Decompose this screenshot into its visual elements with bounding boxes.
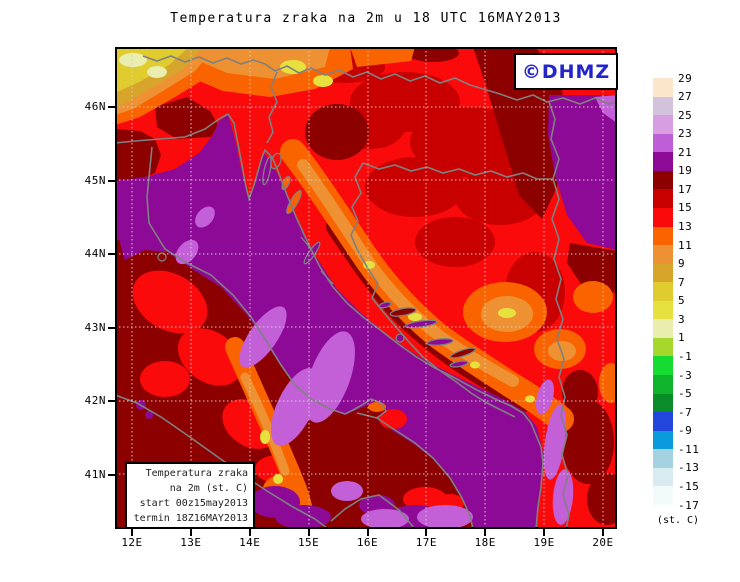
lat-tick bbox=[108, 106, 115, 108]
colorbar-tick-label: 27 bbox=[678, 90, 693, 104]
colorbar-tick-label: 17 bbox=[678, 182, 693, 196]
colorbar-tick-label: 29 bbox=[678, 71, 693, 85]
colorbar-tick-label: 1 bbox=[678, 331, 686, 345]
map-frame bbox=[115, 47, 617, 529]
lon-tick-label: 14E bbox=[239, 536, 261, 549]
colorbar-tick-label: -15 bbox=[678, 479, 700, 493]
lon-tick-label: 16E bbox=[356, 536, 379, 549]
lon-tick bbox=[131, 529, 133, 536]
colorbar-tick-label: 3 bbox=[678, 312, 686, 326]
colorbar-swatch bbox=[653, 226, 673, 246]
lon-tick-label: 12E bbox=[121, 536, 143, 549]
colorbar-tick-label: 23 bbox=[678, 127, 693, 141]
temperature-contour-map bbox=[115, 47, 617, 529]
lon-tick bbox=[602, 529, 604, 536]
colorbar-swatch bbox=[653, 430, 673, 450]
colorbar-swatch bbox=[653, 133, 673, 153]
colorbar-swatch bbox=[653, 152, 673, 172]
colorbar-swatch bbox=[653, 356, 673, 376]
colorbar-tick-label: -7 bbox=[678, 405, 693, 419]
lat-tick bbox=[108, 326, 115, 329]
lon-tick bbox=[307, 529, 310, 536]
lat-tick bbox=[108, 179, 115, 182]
legend-line-2: na 2m (st. C) bbox=[169, 483, 248, 494]
lat-tick-label: 45N bbox=[84, 173, 106, 187]
lat-tick-label: 43N bbox=[84, 320, 106, 334]
colorbar-tick-label: 11 bbox=[678, 238, 693, 252]
colorbar-tick-label: -17 bbox=[678, 498, 700, 512]
colorbar-swatch bbox=[653, 449, 673, 469]
lat-tick-label: 44N bbox=[84, 247, 106, 261]
colorbar-tick-label: -1 bbox=[678, 349, 693, 363]
colorbar-tick-label: 9 bbox=[678, 257, 686, 271]
lat-tick bbox=[108, 400, 115, 403]
lat-tick-label: 42N bbox=[84, 394, 106, 408]
colorbar-tick-label: -3 bbox=[678, 368, 693, 382]
pannonia-region bbox=[548, 95, 617, 250]
colorbar-swatch bbox=[653, 170, 673, 190]
colorbar-tick-label: 7 bbox=[678, 275, 686, 289]
lat-tick-label: 41N bbox=[84, 467, 106, 481]
lon-tick-label: 15E bbox=[297, 536, 320, 549]
colorbar-tick-label: 15 bbox=[678, 201, 693, 215]
lon-tick bbox=[248, 529, 251, 536]
colorbar-swatch bbox=[653, 300, 673, 320]
colorbar-tick-label: -5 bbox=[678, 387, 693, 401]
lat-tick-label: 46N bbox=[84, 100, 106, 113]
lon-tick bbox=[425, 529, 428, 536]
colorbar-swatch bbox=[653, 207, 673, 228]
lat-tick bbox=[108, 253, 115, 256]
colorbar-swatch bbox=[653, 245, 673, 265]
colorbar-unit-label: (st. C) bbox=[656, 515, 700, 526]
lon-tick-label: 17E bbox=[415, 536, 438, 549]
colorbar-swatch bbox=[653, 319, 673, 339]
colorbar-tick-label: 21 bbox=[678, 145, 693, 159]
legend-line-3: start 00z15may2013 bbox=[139, 498, 248, 509]
lon-tick bbox=[189, 529, 192, 536]
colorbar-swatch bbox=[653, 375, 673, 395]
lat-tick bbox=[108, 473, 115, 476]
map-band-21-23 bbox=[175, 206, 574, 529]
lon-tick bbox=[366, 529, 369, 536]
dhmz-logo-text: ©DHMZ bbox=[521, 60, 611, 83]
lon-tick bbox=[484, 529, 487, 536]
legend-line-4: termin 18Z16MAY2013 bbox=[133, 513, 248, 524]
lon-tick-label: 18E bbox=[474, 536, 496, 549]
colorbar-tick-label: -11 bbox=[678, 442, 700, 456]
colorbar-swatch bbox=[653, 96, 673, 116]
colorbar-swatch bbox=[653, 263, 673, 283]
map-canvas bbox=[115, 47, 617, 529]
colorbar-tick-label: 25 bbox=[678, 108, 693, 122]
lon-tick bbox=[543, 529, 546, 536]
legend-line-1: Temperatura zraka bbox=[145, 468, 248, 479]
colorbar-swatch bbox=[653, 412, 673, 432]
legend-box: Temperatura zraka na 2m (st. C) start 00… bbox=[125, 462, 255, 529]
lon-tick-label: 13E bbox=[180, 536, 202, 549]
colorbar-swatch bbox=[653, 393, 673, 413]
dhmz-logo: ©DHMZ bbox=[514, 53, 618, 90]
colorbar-tick-label: -13 bbox=[678, 461, 700, 475]
map-title: Temperatura zraka na 2m u 18 UTC 16MAY20… bbox=[170, 11, 562, 26]
colorbar-tick-label: 13 bbox=[678, 220, 693, 234]
graticule bbox=[115, 47, 617, 529]
colorbar-swatch bbox=[653, 282, 673, 302]
colorbar-tick-label: -9 bbox=[678, 424, 693, 438]
map-band-yellow bbox=[115, 47, 535, 403]
colorbar-swatch bbox=[653, 467, 673, 487]
colorbar-swatch bbox=[653, 337, 673, 357]
colorbar-swatch bbox=[653, 78, 673, 98]
colorbar-tick-label: 5 bbox=[678, 294, 686, 308]
colorbar-swatch bbox=[653, 189, 673, 209]
lon-tick-label: 20E bbox=[592, 536, 614, 549]
colorbar-tick-label: 19 bbox=[678, 164, 693, 178]
colorbar-swatch bbox=[653, 486, 673, 506]
colorbar-swatch bbox=[653, 115, 673, 135]
lon-tick-label: 19E bbox=[533, 536, 555, 549]
